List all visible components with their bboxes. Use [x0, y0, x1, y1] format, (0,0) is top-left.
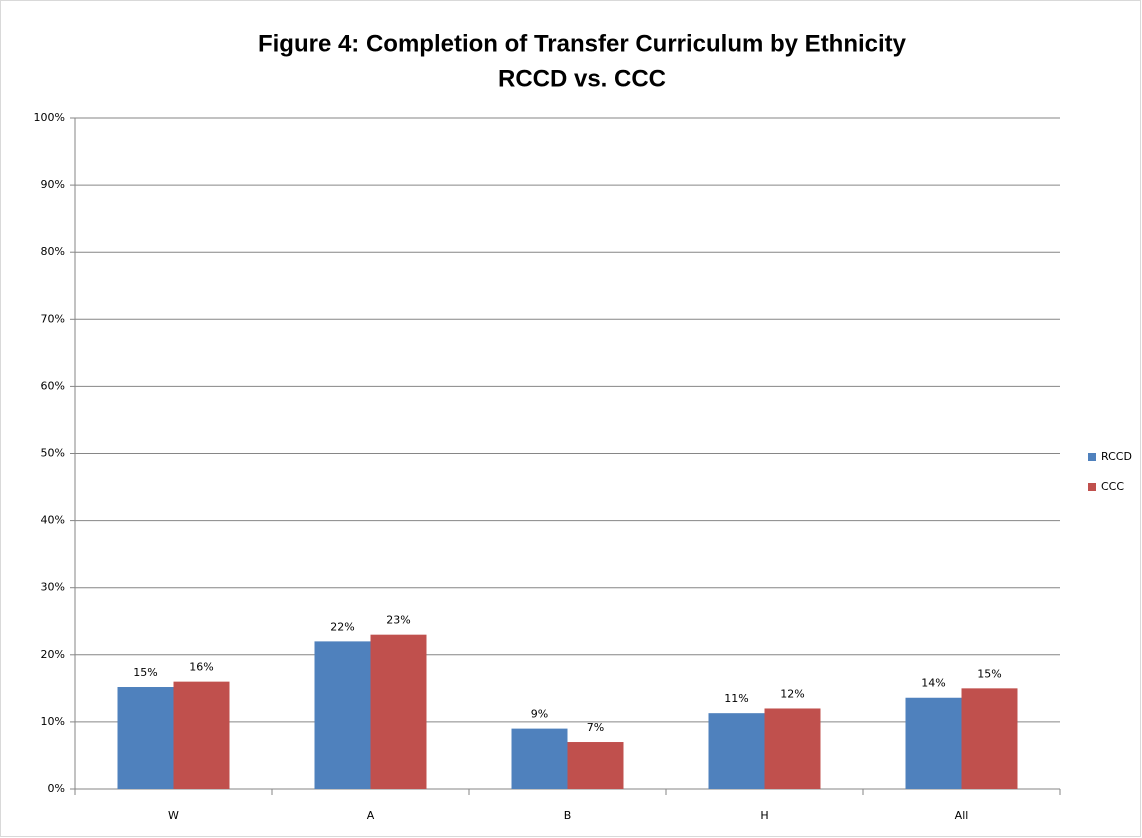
y-tick-label: 0%: [48, 782, 65, 795]
x-tick-label: All: [955, 809, 969, 822]
value-label: 11%: [724, 692, 748, 705]
x-tick-label: H: [760, 809, 768, 822]
y-tick-label: 20%: [41, 648, 65, 661]
legend-label: CCC: [1101, 480, 1124, 493]
bar: [961, 688, 1018, 789]
value-label: 16%: [189, 661, 213, 674]
y-tick-label: 40%: [41, 514, 65, 527]
legend-label: RCCD: [1101, 450, 1132, 463]
bar: [314, 641, 371, 789]
x-tick-label: A: [367, 809, 375, 822]
value-label: 23%: [386, 614, 410, 627]
chart-subtitle: RCCD vs. CCC: [498, 65, 666, 92]
value-label: 15%: [977, 667, 1001, 680]
value-label: 12%: [780, 687, 804, 700]
value-label: 14%: [921, 677, 945, 690]
y-tick-label: 50%: [41, 447, 65, 460]
y-tick-label: 10%: [41, 715, 65, 728]
bar: [117, 687, 174, 789]
value-label: 15%: [133, 666, 157, 679]
chart-title: Figure 4: Completion of Transfer Curricu…: [258, 30, 907, 57]
x-tick-label: W: [168, 809, 179, 822]
bar: [567, 742, 624, 789]
y-tick-label: 100%: [34, 111, 65, 124]
x-tick-label: B: [564, 809, 572, 822]
y-tick-label: 70%: [41, 312, 65, 325]
bar: [905, 697, 962, 789]
value-label: 7%: [587, 721, 604, 734]
bar: [511, 728, 568, 789]
legend-swatch: [1088, 453, 1096, 461]
legend-swatch: [1088, 483, 1096, 491]
bar: [173, 681, 230, 789]
bar: [708, 713, 765, 789]
y-tick-label: 90%: [41, 178, 65, 191]
y-tick-label: 60%: [41, 379, 65, 392]
value-label: 9%: [531, 708, 548, 721]
bar: [764, 708, 821, 789]
y-tick-label: 80%: [41, 245, 65, 258]
y-tick-label: 30%: [41, 581, 65, 594]
value-label: 22%: [330, 620, 354, 633]
bar: [370, 634, 427, 789]
